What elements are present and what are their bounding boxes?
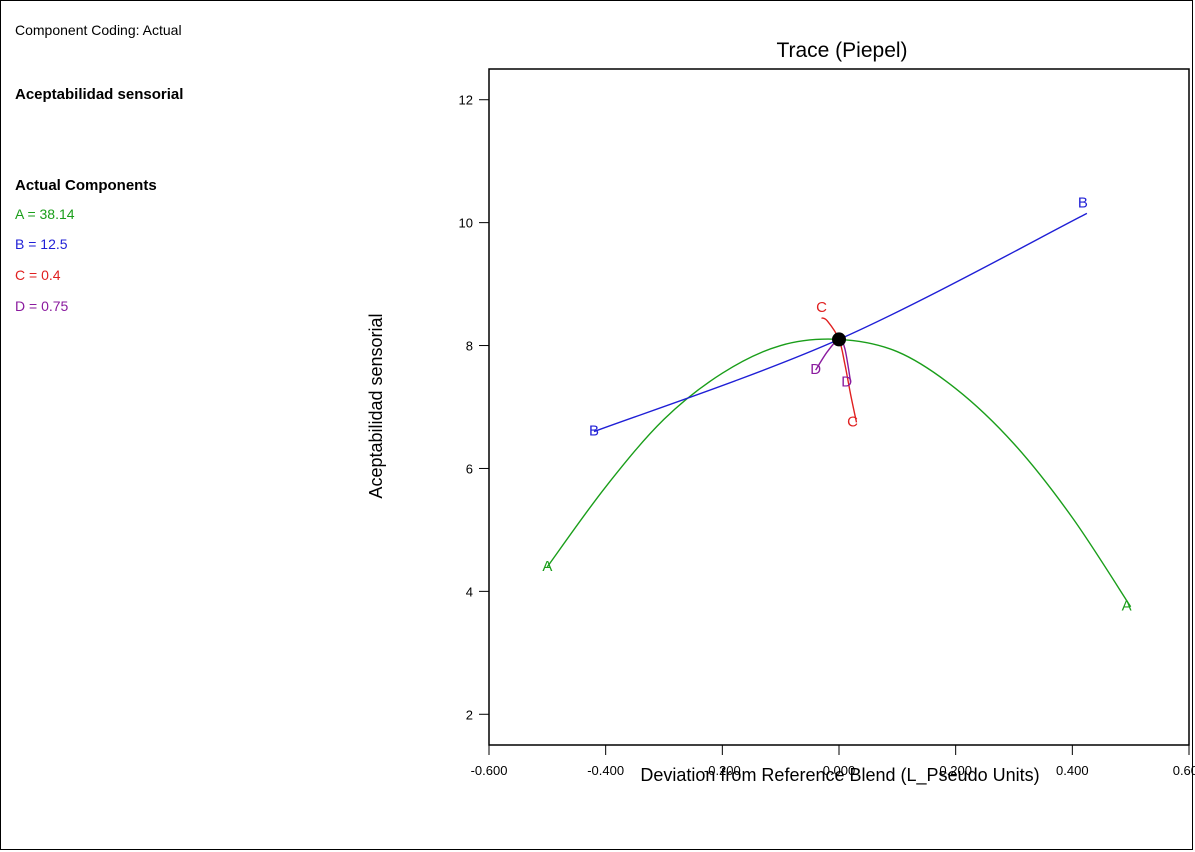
y-tick-label: 12 bbox=[459, 93, 473, 108]
y-tick-label: 2 bbox=[466, 707, 473, 722]
series-layer: A A B B C C D D bbox=[542, 194, 1131, 614]
series-c-line bbox=[821, 317, 858, 423]
series-c-end-label: C bbox=[847, 413, 858, 430]
x-tick-label: 0.200 bbox=[939, 763, 972, 778]
x-tick-label: -0.600 bbox=[471, 763, 508, 778]
x-tick-label: 0.600 bbox=[1173, 763, 1195, 778]
component-b-value: B = 12.5 bbox=[15, 236, 68, 252]
x-axis-title: Deviation from Reference Blend (L_Pseudo… bbox=[640, 765, 1039, 786]
plot-area bbox=[488, 68, 1190, 746]
series-b-line bbox=[593, 212, 1088, 433]
y-axis-title: Aceptabilidad sensorial bbox=[366, 313, 386, 498]
x-tick-label: -0.200 bbox=[704, 763, 741, 778]
y-tick-label: 6 bbox=[466, 461, 473, 476]
x-tick-label: -0.400 bbox=[587, 763, 624, 778]
x-tick-label: 0.000 bbox=[823, 763, 856, 778]
series-a-line bbox=[546, 338, 1132, 608]
y-tick-label: 4 bbox=[466, 584, 473, 599]
x-axis: -0.600 -0.400 -0.200 0.000 0.200 0.400 0.600 bbox=[471, 745, 1195, 778]
series-d-end-label: D bbox=[841, 373, 852, 390]
actual-components-title: Actual Components bbox=[15, 177, 157, 194]
component-coding-label: Component Coding: Actual bbox=[15, 22, 182, 38]
series-a-end-label: A bbox=[542, 558, 552, 575]
y-tick-label: 10 bbox=[459, 216, 473, 231]
chart-title: Trace (Piepel) bbox=[776, 39, 907, 62]
series-d-end-label: D bbox=[810, 361, 821, 378]
y-axis: 2 4 6 8 10 12 bbox=[459, 93, 489, 722]
y-tick-label: 8 bbox=[466, 339, 473, 354]
response-name: Aceptabilidad sensorial bbox=[15, 86, 184, 103]
series-c-end-label: C bbox=[816, 299, 827, 316]
component-c-value: C = 0.4 bbox=[15, 267, 61, 283]
component-a-value: A = 38.14 bbox=[15, 206, 75, 222]
reference-blend-point bbox=[832, 332, 846, 347]
series-b-end-label: B bbox=[1078, 194, 1088, 211]
component-d-value: D = 0.75 bbox=[15, 298, 69, 314]
series-a-end-label: A bbox=[1122, 598, 1132, 615]
x-tick-label: 0.400 bbox=[1056, 763, 1089, 778]
series-b-end-label: B bbox=[589, 423, 599, 440]
